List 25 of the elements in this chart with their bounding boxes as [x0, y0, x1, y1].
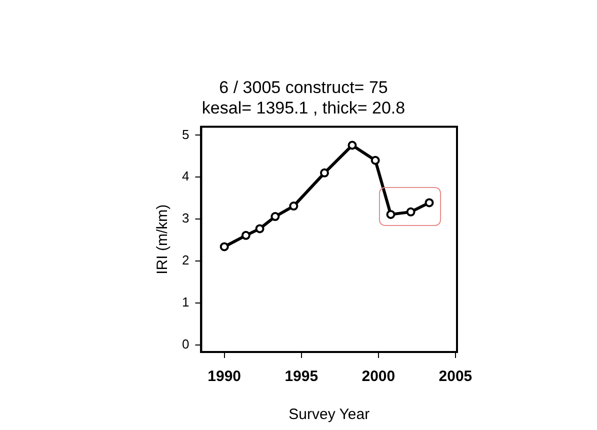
y-tick-label: 0 — [182, 336, 190, 352]
point — [348, 140, 357, 150]
point — [270, 212, 280, 222]
y-tick-label: 3 — [182, 210, 190, 226]
point — [255, 224, 264, 234]
point — [424, 198, 434, 208]
y-tick-label: 2 — [182, 252, 190, 268]
point — [241, 230, 250, 240]
point — [406, 207, 416, 216]
point — [320, 168, 329, 178]
point — [289, 202, 298, 211]
point — [386, 210, 396, 219]
x-tick-label: 1995 — [284, 368, 318, 386]
text: 6 / 3005 construct= 75 — [219, 78, 388, 97]
y-tick-label: 5 — [182, 126, 190, 142]
text: kesal= 1395.1 , thick= 20.8 — [202, 98, 406, 118]
x-tick-label: 1990 — [208, 368, 242, 386]
x-tick-label: 2000 — [362, 368, 396, 386]
point — [370, 156, 380, 165]
point — [220, 242, 229, 252]
x-tick-label: 2005 — [438, 368, 472, 386]
y-tick-label: 4 — [182, 168, 190, 184]
y-tick-label: 1 — [182, 294, 190, 310]
y-axis-title: IRI (m/km) — [154, 204, 172, 274]
x-axis-title: Survey Year — [288, 406, 370, 424]
